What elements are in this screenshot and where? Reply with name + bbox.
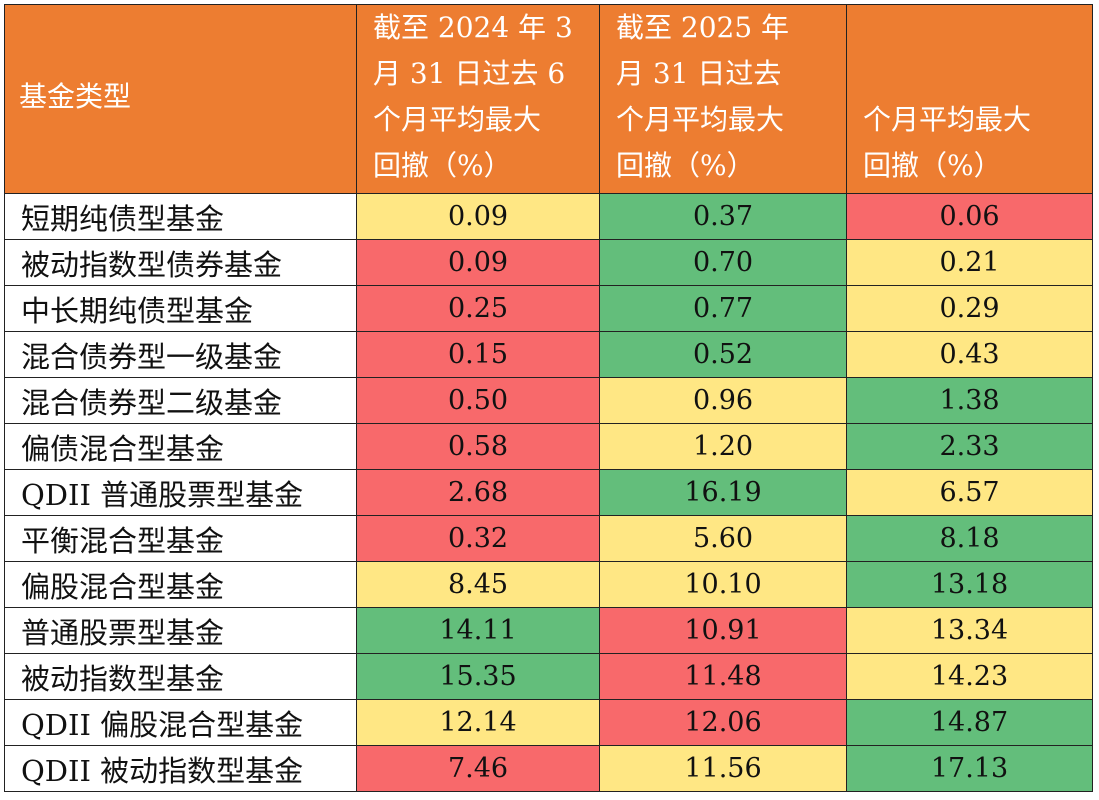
- drawdown-cell: 7.46: [356, 745, 600, 792]
- table-row: QDII 普通股票型基金 2.68 16.19 6.57: [4, 469, 1093, 516]
- drawdown-cell: 0.06: [846, 193, 1093, 240]
- drawdown-cell: 16.19: [599, 469, 847, 516]
- table-row: 偏股混合型基金 8.45 10.10 13.18: [4, 561, 1093, 608]
- header-line: 月 31 日过去: [616, 57, 782, 90]
- table-row: 被动指数型基金 15.35 11.48 14.23: [4, 653, 1093, 700]
- table-row: 混合债券型二级基金 0.50 0.96 1.38: [4, 377, 1093, 424]
- fund-type-cell: 混合债券型一级基金: [4, 331, 357, 378]
- drawdown-cell: 10.91: [599, 607, 847, 654]
- table-row: QDII 偏股混合型基金 12.14 12.06 14.87: [4, 699, 1093, 746]
- table-row: 被动指数型债券基金 0.09 0.70 0.21: [4, 239, 1093, 286]
- table-row: 平衡混合型基金 0.32 5.60 8.18: [4, 515, 1093, 562]
- drawdown-cell: 0.70: [599, 239, 847, 286]
- drawdown-cell: 0.96: [599, 377, 847, 424]
- drawdown-cell: 11.48: [599, 653, 847, 700]
- drawdown-cell: 14.87: [846, 699, 1093, 746]
- header-line: 截至 2025 年: [616, 11, 790, 44]
- header-line: 个月平均最大: [373, 103, 542, 136]
- drawdown-cell: 11.56: [599, 745, 847, 792]
- drawdown-cell: 17.13: [846, 745, 1093, 792]
- header-line: 月 31 日过去 6: [373, 57, 566, 90]
- drawdown-cell: 0.58: [356, 423, 600, 470]
- drawdown-cell: 10.10: [599, 561, 847, 608]
- drawdown-cell: 0.77: [599, 285, 847, 332]
- drawdown-cell: 12.14: [356, 699, 600, 746]
- fund-type-cell: 被动指数型债券基金: [4, 239, 357, 286]
- table-row: 中长期纯债型基金 0.25 0.77 0.29: [4, 285, 1093, 332]
- drawdown-cell: 15.35: [356, 653, 600, 700]
- header-fund-type: 基金类型: [4, 4, 357, 194]
- fund-type-cell: 普通股票型基金: [4, 607, 357, 654]
- header-line: 截至 2024 年 3: [373, 11, 573, 44]
- drawdown-cell: 0.25: [356, 285, 600, 332]
- fund-type-cell: 偏债混合型基金: [4, 423, 357, 470]
- fund-drawdown-table: 基金类型 截至 2024 年 3 月 31 日过去 6 个月平均最大 回撤（%）…: [4, 4, 1093, 792]
- header-2024: 截至 2024 年 3 月 31 日过去 6 个月平均最大 回撤（%）: [356, 4, 600, 194]
- drawdown-cell: 0.52: [599, 331, 847, 378]
- drawdown-cell: 14.11: [356, 607, 600, 654]
- drawdown-cell: 2.68: [356, 469, 600, 516]
- table-row: 偏债混合型基金 0.58 1.20 2.33: [4, 423, 1093, 470]
- header-latest: 个月平均最大 回撤（%）: [846, 4, 1093, 194]
- drawdown-cell: 0.21: [846, 239, 1093, 286]
- header-2025: 截至 2025 年 月 31 日过去 个月平均最大 回撤（%）: [599, 4, 847, 194]
- header-line: 回撤（%）: [863, 149, 1002, 182]
- drawdown-cell: 8.18: [846, 515, 1093, 562]
- drawdown-cell: 5.60: [599, 515, 847, 562]
- drawdown-cell: 13.18: [846, 561, 1093, 608]
- drawdown-cell: 0.09: [356, 193, 600, 240]
- table-row: 短期纯债型基金 0.09 0.37 0.06: [4, 193, 1093, 240]
- header-line: 个月平均最大: [616, 103, 785, 136]
- header-line: 回撤（%）: [373, 149, 512, 182]
- table-row: 普通股票型基金 14.11 10.91 13.34: [4, 607, 1093, 654]
- fund-type-cell: 被动指数型基金: [4, 653, 357, 700]
- drawdown-cell: 0.37: [599, 193, 847, 240]
- table-row: QDII 被动指数型基金 7.46 11.56 17.13: [4, 745, 1093, 792]
- drawdown-cell: 0.50: [356, 377, 600, 424]
- table-row: 混合债券型一级基金 0.15 0.52 0.43: [4, 331, 1093, 378]
- drawdown-cell: 0.15: [356, 331, 600, 378]
- fund-type-cell: 短期纯债型基金: [4, 193, 357, 240]
- fund-type-cell: 混合债券型二级基金: [4, 377, 357, 424]
- fund-type-cell: 中长期纯债型基金: [4, 285, 357, 332]
- drawdown-cell: 1.20: [599, 423, 847, 470]
- drawdown-cell: 1.38: [846, 377, 1093, 424]
- drawdown-cell: 2.33: [846, 423, 1093, 470]
- drawdown-cell: 14.23: [846, 653, 1093, 700]
- fund-type-cell: 平衡混合型基金: [4, 515, 357, 562]
- header-row: 基金类型 截至 2024 年 3 月 31 日过去 6 个月平均最大 回撤（%）…: [4, 4, 1093, 194]
- header-line: 个月平均最大: [863, 103, 1032, 136]
- drawdown-cell: 0.32: [356, 515, 600, 562]
- drawdown-cell: 6.57: [846, 469, 1093, 516]
- drawdown-cell: 8.45: [356, 561, 600, 608]
- drawdown-cell: 0.29: [846, 285, 1093, 332]
- drawdown-cell: 0.43: [846, 331, 1093, 378]
- fund-type-cell: QDII 被动指数型基金: [4, 745, 357, 792]
- drawdown-cell: 12.06: [599, 699, 847, 746]
- fund-type-cell: 偏股混合型基金: [4, 561, 357, 608]
- fund-type-cell: QDII 偏股混合型基金: [4, 699, 357, 746]
- header-line: 回撤（%）: [616, 149, 755, 182]
- drawdown-cell: 13.34: [846, 607, 1093, 654]
- drawdown-cell: 0.09: [356, 239, 600, 286]
- fund-type-cell: QDII 普通股票型基金: [4, 469, 357, 516]
